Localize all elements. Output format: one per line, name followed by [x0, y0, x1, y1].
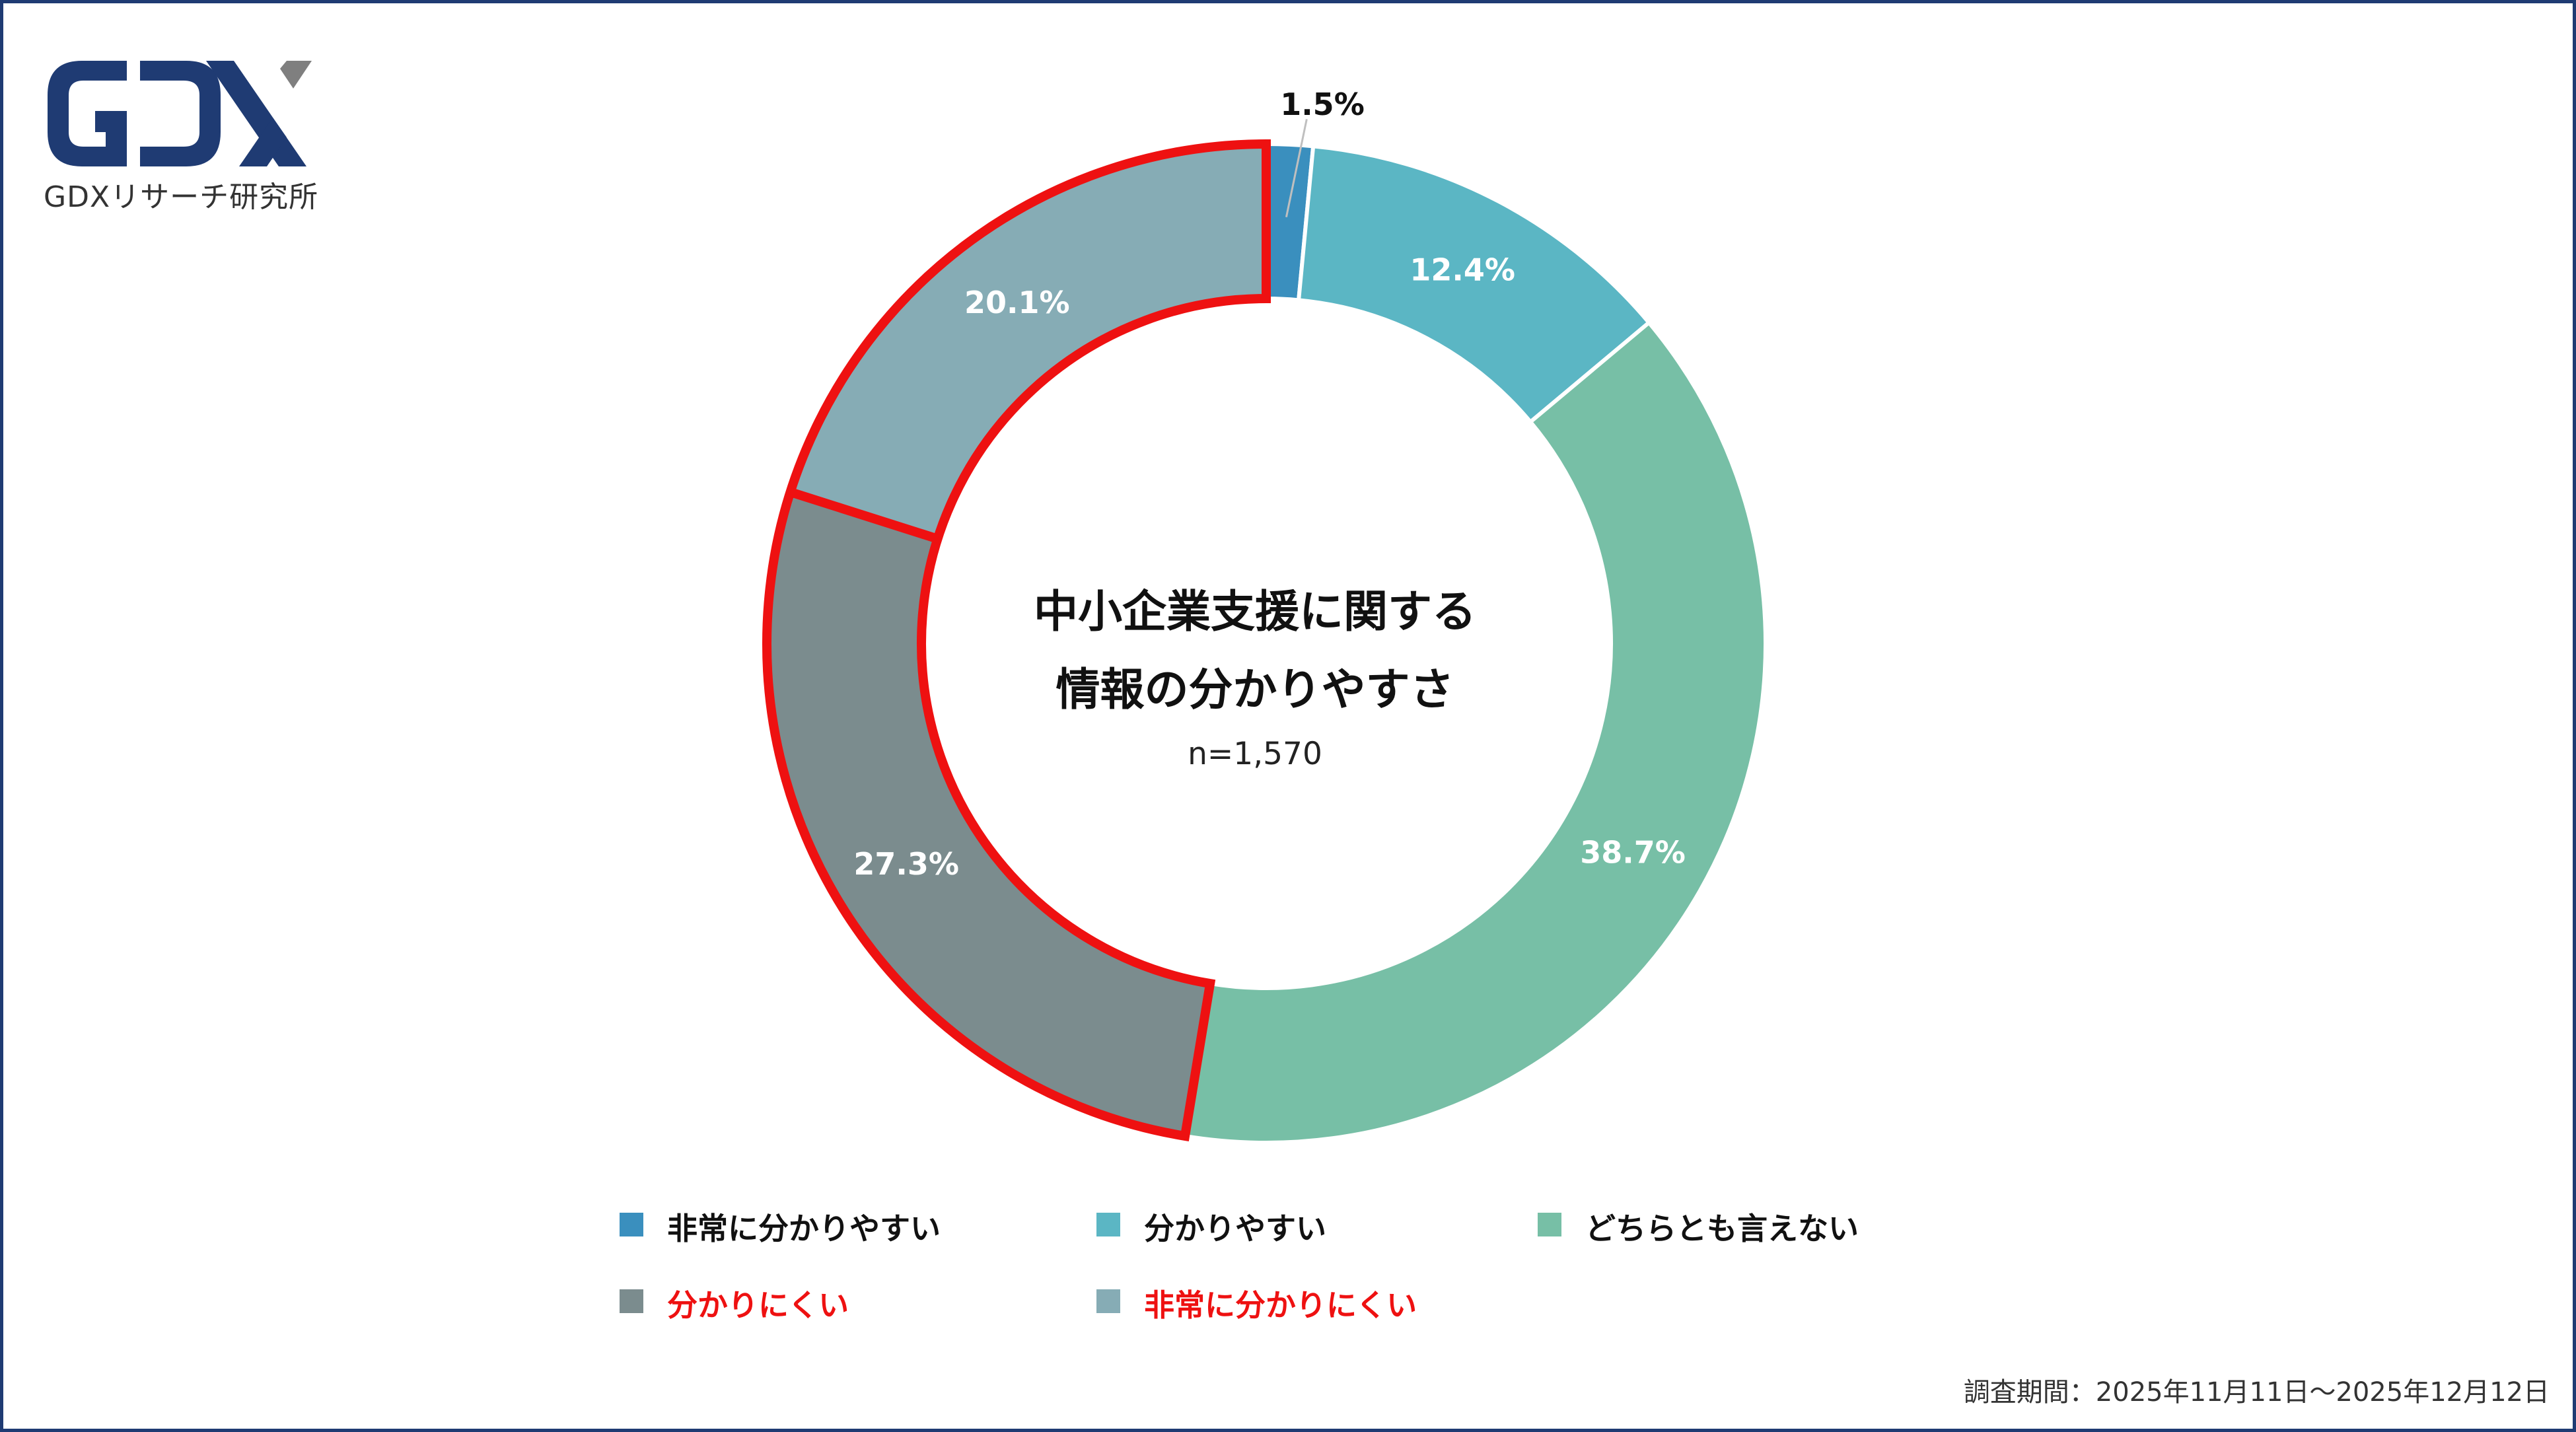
- legend-label: 非常に分かりやすい: [667, 1211, 941, 1246]
- data-label-5: 20.1%: [964, 285, 1070, 320]
- slice-3: [1182, 320, 1768, 1145]
- legend-swatch: [1096, 1213, 1120, 1236]
- chart-title-line-1: 中小企業支援に関する: [1034, 586, 1476, 637]
- data-label-3: 38.7%: [1580, 835, 1686, 871]
- legend-label: 分かりやすい: [1144, 1211, 1326, 1246]
- legend-swatch: [620, 1213, 643, 1236]
- survey-period: 調査期間：2025年11月11日～2025年12月12日: [1963, 1377, 2550, 1408]
- logo-mark: [48, 61, 312, 166]
- legend-label: 分かりにくい: [667, 1287, 849, 1323]
- legend-label: 非常に分かりにくい: [1144, 1287, 1417, 1323]
- leader-line: [1285, 119, 1308, 218]
- legend-swatch: [620, 1289, 643, 1313]
- highlight-divider: [789, 487, 939, 544]
- gdx-logo: [48, 61, 312, 166]
- highlight-outline: [762, 139, 1271, 1141]
- legend-swatch: [1538, 1213, 1561, 1236]
- logo-subtitle: GDXリサーチ研究所: [44, 180, 319, 214]
- legend-swatch: [1096, 1289, 1120, 1313]
- data-label-2: 12.4%: [1410, 252, 1515, 287]
- data-label-1: 1.5%: [1280, 87, 1365, 122]
- legend-label: どちらとも言えない: [1585, 1211, 1859, 1246]
- sample-size: n=1,570: [1188, 736, 1322, 772]
- data-label-4: 27.3%: [853, 846, 959, 882]
- chart-title-line-2: 情報の分かりやすさ: [1055, 664, 1454, 715]
